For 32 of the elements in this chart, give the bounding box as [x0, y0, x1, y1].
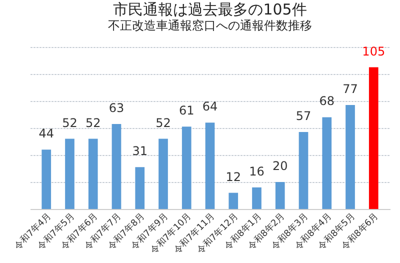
- bar: [135, 167, 145, 209]
- bar: [205, 122, 215, 209]
- bar: [112, 124, 122, 209]
- data-label: 52: [156, 116, 171, 130]
- bar: [42, 150, 52, 209]
- bar: [252, 187, 262, 209]
- data-label: 16: [249, 164, 264, 178]
- data-label: 57: [296, 109, 312, 124]
- bar: [88, 138, 98, 209]
- data-label: 105: [362, 44, 386, 58]
- chart-subtitle: 不正改造車通報窓口への通報件数推移: [108, 18, 312, 32]
- bar: [346, 105, 355, 209]
- data-label: 12: [226, 170, 242, 184]
- data-label: 64: [202, 100, 218, 114]
- data-label: 61: [178, 104, 194, 118]
- data-label: 68: [319, 94, 335, 108]
- data-label: 63: [108, 100, 124, 115]
- bar: [298, 132, 308, 209]
- bar: [322, 117, 332, 209]
- data-label: 52: [85, 116, 101, 130]
- bar: [158, 138, 168, 209]
- bar: [182, 126, 192, 209]
- bar: [228, 192, 238, 209]
- chart-title: 市民通報は過去最多の105件: [113, 0, 307, 18]
- bar: [275, 182, 285, 209]
- bar: [65, 138, 74, 209]
- data-label: 20: [272, 159, 288, 173]
- data-label: 77: [342, 82, 358, 96]
- bar: [368, 67, 378, 209]
- data-label: 52: [62, 116, 78, 130]
- data-label: 44: [38, 126, 54, 141]
- data-label: 31: [132, 144, 148, 158]
